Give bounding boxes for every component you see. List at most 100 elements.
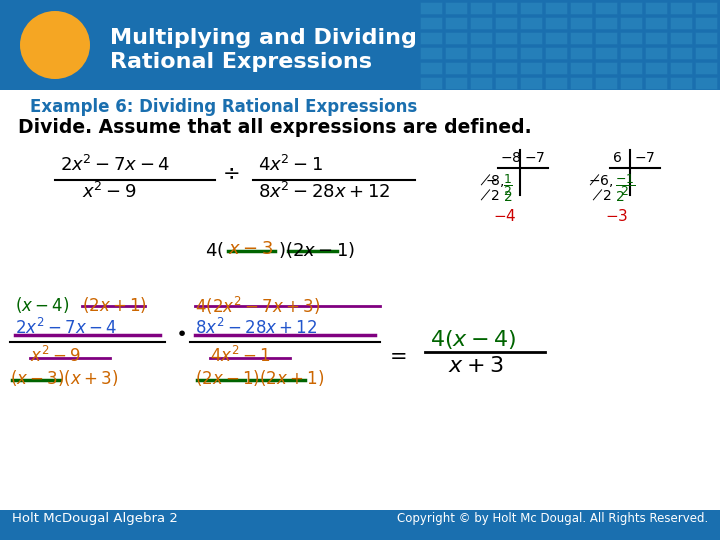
FancyBboxPatch shape [470, 77, 492, 89]
Text: $(x - 4)$: $(x - 4)$ [15, 295, 69, 315]
FancyBboxPatch shape [445, 77, 467, 89]
Text: $(x - 3)(x + 3)$: $(x - 3)(x + 3)$ [10, 368, 118, 388]
Text: Example 6: Dividing Rational Expressions: Example 6: Dividing Rational Expressions [30, 98, 418, 116]
FancyBboxPatch shape [495, 17, 517, 29]
FancyBboxPatch shape [470, 62, 492, 74]
Text: $-7$: $-7$ [634, 151, 655, 165]
FancyBboxPatch shape [545, 17, 567, 29]
FancyBboxPatch shape [520, 77, 542, 89]
Text: $\div$: $\div$ [222, 163, 239, 183]
FancyBboxPatch shape [545, 77, 567, 89]
Text: $2$: $2$ [615, 190, 624, 204]
FancyBboxPatch shape [645, 62, 667, 74]
FancyBboxPatch shape [445, 62, 467, 74]
Text: $4x^2 - 1$: $4x^2 - 1$ [258, 155, 323, 175]
Text: $6$: $6$ [612, 151, 622, 165]
FancyBboxPatch shape [595, 77, 617, 89]
Text: Multiplying and Dividing: Multiplying and Dividing [110, 28, 417, 48]
FancyBboxPatch shape [0, 510, 720, 540]
Text: $-4$: $-4$ [493, 208, 516, 224]
Text: $2x^2 - 7x - 4$: $2x^2 - 7x - 4$ [60, 155, 170, 175]
FancyBboxPatch shape [595, 32, 617, 44]
FancyBboxPatch shape [670, 62, 692, 74]
Text: $-\!\!\!{\not 8},$: $-\!\!\!{\not 8},$ [480, 172, 504, 189]
FancyBboxPatch shape [495, 2, 517, 14]
Text: $x^2 - 9$: $x^2 - 9$ [82, 182, 137, 202]
Text: $8x^2 - 28x + 12$: $8x^2 - 28x + 12$ [195, 318, 318, 338]
FancyBboxPatch shape [620, 62, 642, 74]
FancyBboxPatch shape [470, 47, 492, 59]
FancyBboxPatch shape [495, 47, 517, 59]
FancyBboxPatch shape [570, 62, 592, 74]
FancyBboxPatch shape [670, 2, 692, 14]
Text: $=$: $=$ [385, 345, 407, 365]
FancyBboxPatch shape [570, 32, 592, 44]
FancyBboxPatch shape [695, 32, 717, 44]
Text: $x^2 - 9$: $x^2 - 9$ [30, 346, 81, 366]
FancyBboxPatch shape [470, 2, 492, 14]
FancyBboxPatch shape [0, 0, 720, 90]
FancyBboxPatch shape [520, 17, 542, 29]
Text: $2x^2 - 7x - 4$: $2x^2 - 7x - 4$ [15, 318, 117, 338]
Text: ${\not 2}$: ${\not 2}$ [480, 188, 500, 203]
FancyBboxPatch shape [0, 90, 720, 540]
FancyBboxPatch shape [445, 32, 467, 44]
FancyBboxPatch shape [445, 2, 467, 14]
FancyBboxPatch shape [545, 62, 567, 74]
FancyBboxPatch shape [420, 2, 442, 14]
FancyBboxPatch shape [570, 2, 592, 14]
Text: $x + 3$: $x + 3$ [448, 356, 503, 376]
FancyBboxPatch shape [670, 32, 692, 44]
Text: $8x^2 - 28x + 12$: $8x^2 - 28x + 12$ [258, 182, 390, 202]
FancyBboxPatch shape [695, 62, 717, 74]
FancyBboxPatch shape [670, 17, 692, 29]
FancyBboxPatch shape [470, 17, 492, 29]
FancyBboxPatch shape [645, 17, 667, 29]
FancyBboxPatch shape [620, 77, 642, 89]
FancyBboxPatch shape [620, 17, 642, 29]
Text: $2$: $2$ [503, 190, 513, 204]
Text: $x - 3$: $x - 3$ [228, 240, 273, 258]
Text: $(2x+1)$: $(2x+1)$ [82, 295, 147, 315]
Text: $-{\not 6},$: $-{\not 6},$ [588, 172, 613, 189]
FancyBboxPatch shape [495, 32, 517, 44]
FancyBboxPatch shape [420, 47, 442, 59]
FancyBboxPatch shape [545, 32, 567, 44]
FancyBboxPatch shape [495, 77, 517, 89]
FancyBboxPatch shape [620, 32, 642, 44]
Text: Divide. Assume that all expressions are defined.: Divide. Assume that all expressions are … [18, 118, 531, 137]
FancyBboxPatch shape [570, 47, 592, 59]
FancyBboxPatch shape [420, 17, 442, 29]
FancyBboxPatch shape [645, 32, 667, 44]
Text: $)(2x - 1)$: $)(2x - 1)$ [278, 240, 355, 260]
FancyBboxPatch shape [520, 2, 542, 14]
FancyBboxPatch shape [545, 2, 567, 14]
FancyBboxPatch shape [470, 32, 492, 44]
Text: Rational Expressions: Rational Expressions [110, 52, 372, 72]
FancyBboxPatch shape [620, 47, 642, 59]
FancyBboxPatch shape [545, 47, 567, 59]
FancyBboxPatch shape [695, 77, 717, 89]
FancyBboxPatch shape [520, 47, 542, 59]
Text: $-3$: $-3$ [605, 208, 629, 224]
Text: Holt McDougal Algebra 2: Holt McDougal Algebra 2 [12, 512, 178, 525]
FancyBboxPatch shape [495, 62, 517, 74]
FancyBboxPatch shape [570, 17, 592, 29]
FancyBboxPatch shape [695, 17, 717, 29]
FancyBboxPatch shape [570, 77, 592, 89]
FancyBboxPatch shape [595, 17, 617, 29]
Text: $\dfrac{1}{2}$: $\dfrac{1}{2}$ [503, 172, 513, 198]
FancyBboxPatch shape [645, 77, 667, 89]
FancyBboxPatch shape [645, 47, 667, 59]
Text: $-7$: $-7$ [524, 151, 545, 165]
FancyBboxPatch shape [445, 47, 467, 59]
Text: $4(2x^2 - 7x + 3)$: $4(2x^2 - 7x + 3)$ [195, 295, 320, 317]
FancyBboxPatch shape [670, 77, 692, 89]
FancyBboxPatch shape [670, 47, 692, 59]
Text: ${\not 2}$: ${\not 2}$ [592, 188, 612, 203]
FancyBboxPatch shape [420, 62, 442, 74]
Text: Copyright © by Holt Mc Dougal. All Rights Reserved.: Copyright © by Holt Mc Dougal. All Right… [397, 512, 708, 525]
Text: $4($: $4($ [205, 240, 224, 260]
FancyBboxPatch shape [695, 47, 717, 59]
Text: $4(x - 4)$: $4(x - 4)$ [430, 328, 516, 351]
